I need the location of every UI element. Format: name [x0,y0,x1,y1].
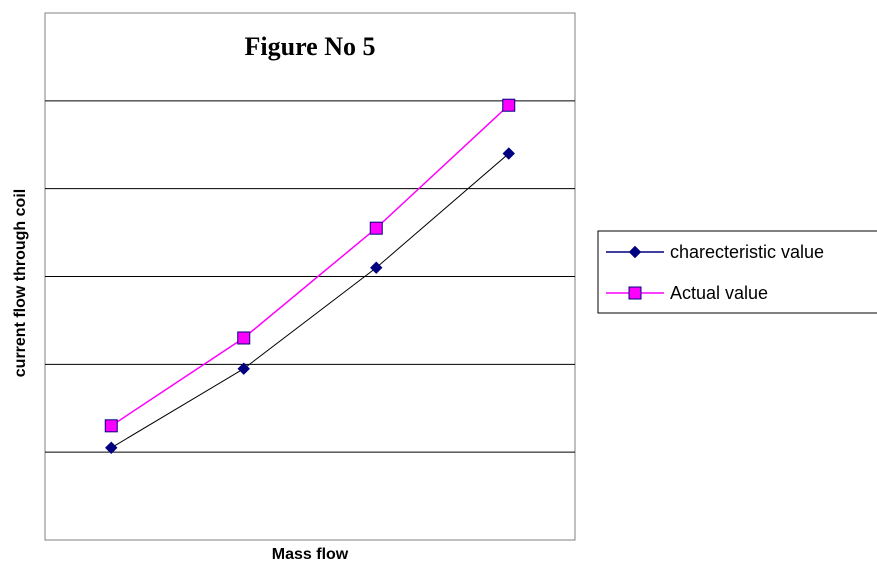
series-1-point-2 [369,221,383,235]
legend-label-1: Actual value [670,283,768,303]
y-axis-label: current flow through coil [12,189,29,377]
legend-label-0: charecteristic value [670,242,824,262]
series-layer [104,98,516,454]
chart-title: Figure No 5 [245,32,376,61]
x-axis-label: Mass flow [272,546,349,563]
legend-box [597,230,877,314]
series-0-point-0 [105,441,118,454]
series-1-point-3 [502,98,516,112]
series-0-point-3 [502,147,515,160]
series-0-point-1 [237,362,250,375]
legend: charecteristic value Actual value [597,230,877,314]
series-1-point-0 [104,419,118,433]
series-line-0 [110,153,510,449]
series-0-point-2 [370,261,383,274]
legend-marker-1 [628,286,642,300]
series-line-1 [110,104,510,427]
series-1-point-1 [237,331,251,345]
legend-marker-0 [628,245,642,259]
legend-items: charecteristic value Actual value [606,242,824,303]
gridlines [45,100,575,453]
